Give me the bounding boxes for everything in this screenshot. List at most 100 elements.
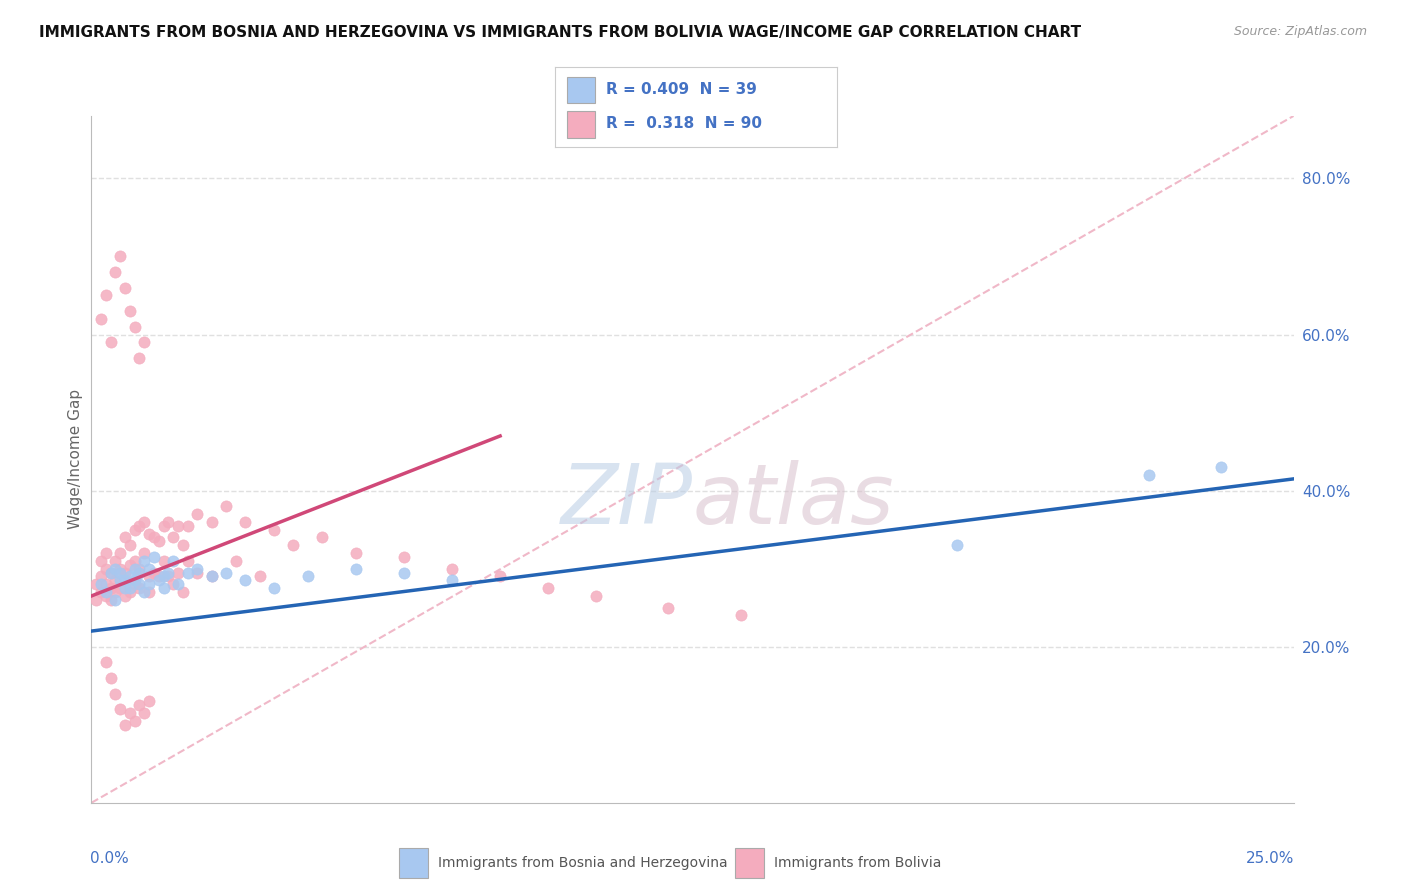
Point xyxy=(118,581,141,595)
Text: Immigrants from Bolivia: Immigrants from Bolivia xyxy=(775,855,942,870)
Point xyxy=(94,589,117,603)
FancyBboxPatch shape xyxy=(567,112,595,137)
Text: R =  0.318  N = 90: R = 0.318 N = 90 xyxy=(606,116,762,131)
Point xyxy=(162,577,184,591)
Point xyxy=(167,577,190,591)
Point xyxy=(104,265,127,279)
Point xyxy=(128,581,150,595)
Point xyxy=(118,585,141,599)
Point xyxy=(110,562,132,576)
Point xyxy=(110,574,132,588)
Point xyxy=(148,569,170,583)
Point xyxy=(186,562,208,576)
Point xyxy=(215,566,238,580)
Point xyxy=(118,538,141,552)
Point xyxy=(134,335,156,350)
Point xyxy=(124,714,146,728)
Point xyxy=(537,581,560,595)
Point xyxy=(201,515,224,529)
Point xyxy=(162,530,184,544)
Point xyxy=(90,577,112,591)
Point xyxy=(110,581,132,595)
Point xyxy=(104,585,127,599)
Point xyxy=(134,515,156,529)
Point xyxy=(489,569,512,583)
Point xyxy=(138,562,160,576)
Point xyxy=(124,574,146,588)
Text: R = 0.409  N = 39: R = 0.409 N = 39 xyxy=(606,82,756,97)
Point xyxy=(114,530,136,544)
Point xyxy=(172,538,194,552)
Point xyxy=(730,608,752,623)
Point xyxy=(94,562,117,576)
Point xyxy=(110,546,132,560)
Point xyxy=(94,585,117,599)
Point xyxy=(90,569,112,583)
Point xyxy=(138,577,160,591)
Point xyxy=(946,538,969,552)
Point xyxy=(142,549,165,564)
Point xyxy=(84,577,107,591)
Point xyxy=(104,562,127,576)
Text: 0.0%: 0.0% xyxy=(90,851,129,866)
Point xyxy=(215,500,238,514)
Point xyxy=(152,569,174,583)
Point xyxy=(152,581,174,595)
Point xyxy=(225,554,247,568)
Point xyxy=(104,592,127,607)
Point xyxy=(110,702,132,716)
Point xyxy=(128,566,150,580)
Text: Source: ZipAtlas.com: Source: ZipAtlas.com xyxy=(1233,25,1367,38)
Point xyxy=(134,546,156,560)
Point xyxy=(100,581,122,595)
Point xyxy=(440,562,463,576)
Point xyxy=(90,312,112,326)
Point xyxy=(118,558,141,572)
Point xyxy=(138,694,160,708)
Point xyxy=(167,518,190,533)
Point xyxy=(94,288,117,302)
Y-axis label: Wage/Income Gap: Wage/Income Gap xyxy=(67,389,83,530)
FancyBboxPatch shape xyxy=(399,848,429,878)
Point xyxy=(100,592,122,607)
Point xyxy=(128,698,150,713)
Point xyxy=(128,518,150,533)
Point xyxy=(138,526,160,541)
Point xyxy=(124,554,146,568)
Point xyxy=(128,351,150,365)
Point xyxy=(176,566,198,580)
Point xyxy=(148,534,170,549)
Point xyxy=(94,577,117,591)
Point xyxy=(283,538,305,552)
Point xyxy=(100,671,122,685)
Point xyxy=(124,577,146,591)
Point xyxy=(114,566,136,580)
Point xyxy=(201,569,224,583)
Point xyxy=(100,566,122,580)
Point xyxy=(134,554,156,568)
Point xyxy=(138,569,160,583)
Point xyxy=(657,600,679,615)
Point xyxy=(90,585,112,599)
Point xyxy=(311,530,333,544)
FancyBboxPatch shape xyxy=(567,77,595,103)
Point xyxy=(233,574,256,588)
Point xyxy=(124,562,146,576)
Point xyxy=(128,577,150,591)
Point xyxy=(162,554,184,568)
Point xyxy=(94,546,117,560)
Point xyxy=(392,566,415,580)
Point xyxy=(114,589,136,603)
Point xyxy=(157,566,180,580)
Text: atlas: atlas xyxy=(692,460,894,541)
Point xyxy=(94,655,117,669)
Point xyxy=(201,569,224,583)
Point xyxy=(186,507,208,521)
Point xyxy=(104,554,127,568)
Point xyxy=(138,585,160,599)
Point xyxy=(134,706,156,720)
Point xyxy=(114,574,136,588)
Point xyxy=(110,250,132,264)
Point xyxy=(110,566,132,580)
Point xyxy=(186,566,208,580)
